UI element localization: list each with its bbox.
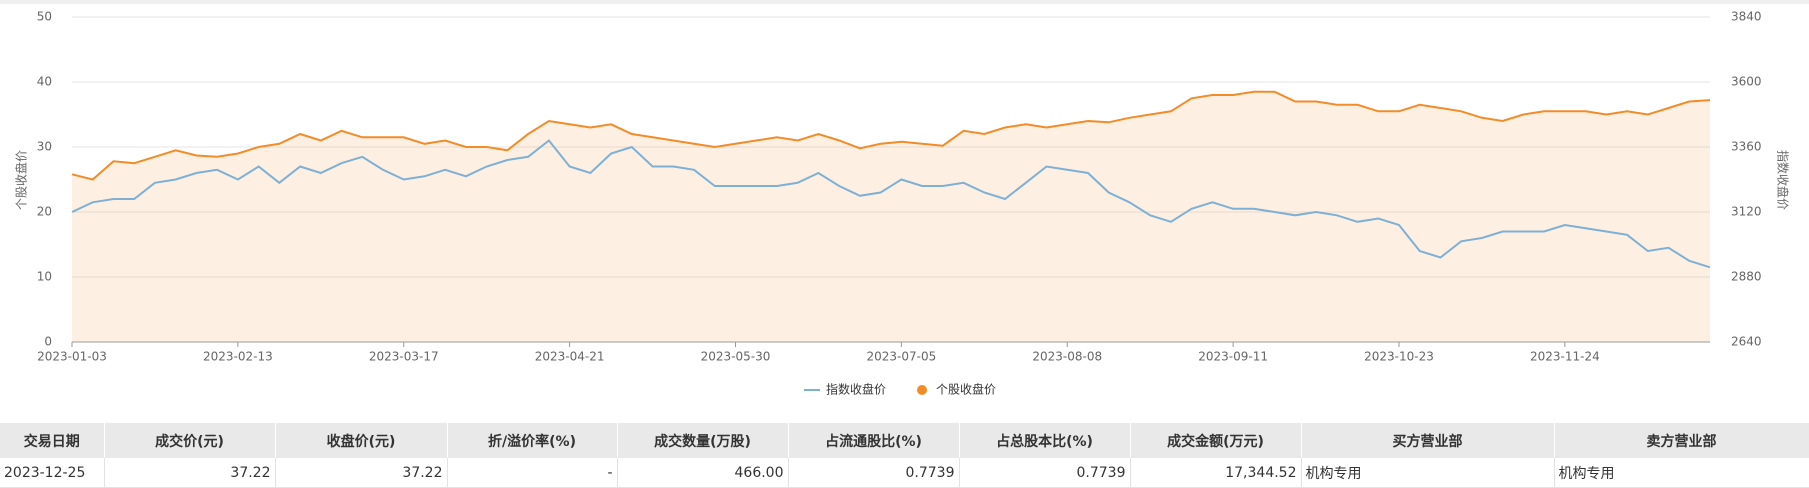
y-tick-label: 0 (44, 335, 52, 349)
y2-tick-label: 3840 (1731, 10, 1762, 24)
y2-tick-label: 3120 (1731, 205, 1762, 219)
x-tick-label: 2023-09-11 (1198, 350, 1268, 364)
y-tick-label: 30 (37, 140, 52, 154)
table-cell: 0.7739 (959, 458, 1131, 488)
y-tick-label: 50 (37, 10, 52, 24)
line (71, 90, 1711, 181)
line (71, 139, 1711, 269)
legend-label: 个股收盘价 (936, 382, 996, 397)
table-cell: 机构专用 (1554, 458, 1809, 488)
table-header: 折/溢价率(%) (447, 423, 618, 458)
table-header: 占总股本比(%) (959, 423, 1131, 458)
legend-marker (917, 385, 928, 395)
y2-axis-title: 指数收盘价 (1776, 150, 1791, 210)
x-tick-label: 2023-04-21 (535, 350, 605, 364)
top-bar (0, 0, 1809, 4)
y2-tick-label: 3600 (1731, 75, 1762, 89)
y2-tick-label: 3360 (1731, 140, 1762, 154)
table-header: 成交数量(万股) (617, 423, 789, 458)
y-tick-label: 20 (37, 205, 52, 219)
chart: 个股收盘价 指数收盘价 0 10 20 30 40 50 2640 2880 3120 3360 3… (14, 10, 1791, 397)
y2-tick-label: 2640 (1731, 335, 1762, 349)
table-cell: 17,344.52 (1130, 458, 1302, 488)
table-cell: - (447, 458, 618, 488)
table-header: 买方营业部 (1301, 423, 1555, 458)
table-cell: 0.7739 (788, 458, 960, 488)
trade-table: 交易日期 成交价(元) 收盘价(元) 折/溢价率(%) 成交数量(万股) 占流通股比(%)… (0, 423, 1809, 488)
table-cell: 37.22 (104, 458, 276, 488)
x-tick-label: 2023-07-05 (866, 350, 936, 364)
y-axis-title: 个股收盘价 (14, 150, 29, 210)
legend-label: 指数收盘价 (826, 382, 886, 397)
x-tick-label: 2023-05-30 (701, 350, 771, 364)
table-header: 收盘价(元) (275, 423, 448, 458)
area (72, 91, 1710, 342)
table-header: 交易日期 (0, 423, 105, 458)
y-tick-label: 10 (37, 270, 52, 284)
x-tick-label: 2023-02-13 (203, 350, 273, 364)
table-header: 成交价(元) (104, 423, 276, 458)
table-cell: 37.22 (275, 458, 448, 488)
x-tick-label: 2023-08-08 (1032, 350, 1102, 364)
table-header: 占流通股比(%) (788, 423, 960, 458)
y2-tick-label: 2880 (1731, 270, 1762, 284)
x-tick-label: 2023-03-17 (369, 350, 439, 364)
table-header: 卖方营业部 (1554, 423, 1809, 458)
table-cell: 466.00 (617, 458, 789, 488)
table-cell: 2023-12-25 (0, 458, 105, 488)
x-tick-label: 2023-01-03 (37, 350, 107, 364)
table-cell: 机构专用 (1301, 458, 1555, 488)
table-header: 成交金额(万元) (1130, 423, 1302, 458)
y-tick-label: 40 (37, 75, 52, 89)
table-row: 2023-12-25 37.22 37.22-466.00 0.7739 0.7739 1… (0, 458, 1809, 488)
x-tick-label: 2023-11-24 (1530, 350, 1600, 364)
x-tick-label: 2023-10-23 (1364, 350, 1434, 364)
